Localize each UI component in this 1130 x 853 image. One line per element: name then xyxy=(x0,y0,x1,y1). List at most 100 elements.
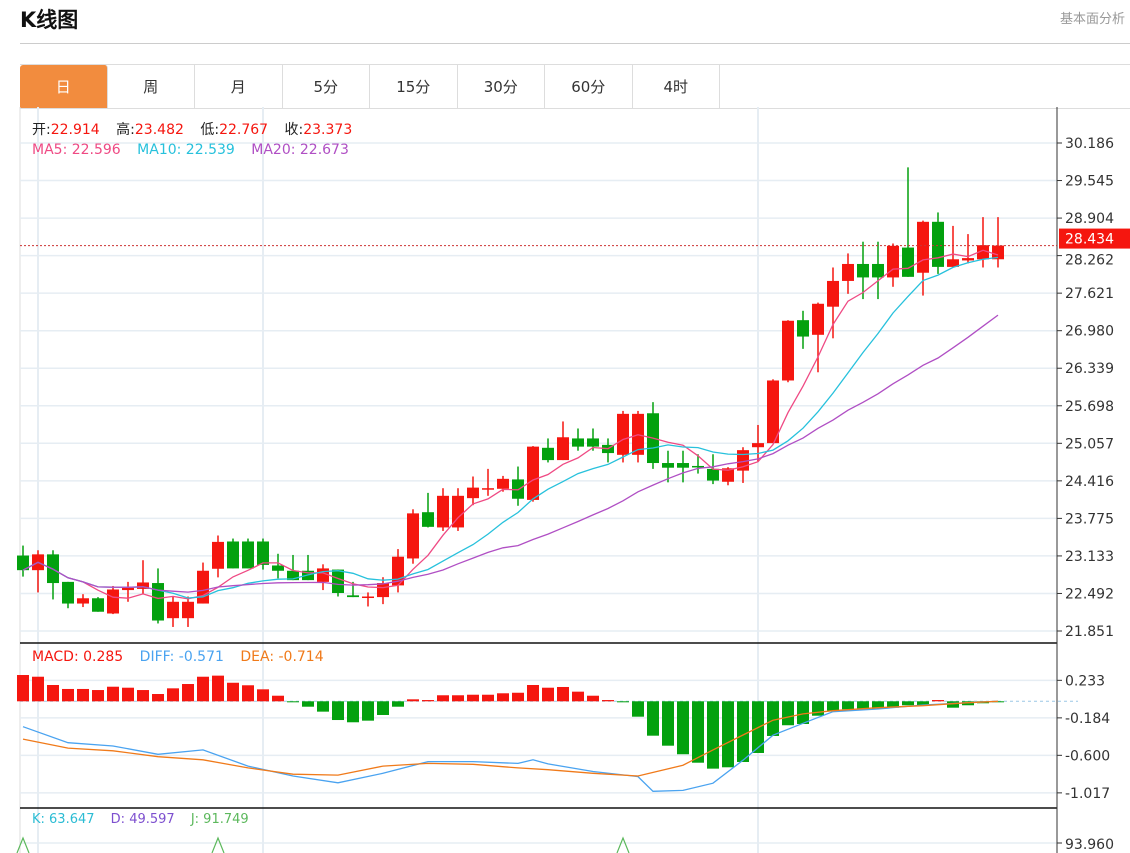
macd-bar-positive xyxy=(572,691,584,702)
candle-up xyxy=(812,303,824,335)
d-value: D: 49.597 xyxy=(110,812,175,827)
price-tick-label: 28.904 xyxy=(1065,211,1114,227)
candle-up xyxy=(782,320,794,381)
dea-value: DEA: -0.714 xyxy=(240,649,324,665)
macd-bar-positive xyxy=(602,700,614,702)
candle-down xyxy=(692,465,704,468)
macd-bar-negative xyxy=(947,701,959,708)
macd-bar-negative xyxy=(317,701,329,712)
tab-15min[interactable]: 15分 xyxy=(370,65,458,108)
candle-up xyxy=(947,259,959,267)
candle-up xyxy=(977,245,989,260)
candle-up xyxy=(197,570,209,604)
macd-bar-positive xyxy=(152,694,164,702)
price-tick-label: 29.545 xyxy=(1065,174,1114,190)
last-price-badge xyxy=(1059,228,1130,249)
candle-down xyxy=(677,463,689,468)
j-line-peak xyxy=(616,836,630,853)
candle-down xyxy=(932,221,944,267)
candle-up xyxy=(617,413,629,455)
candle-down xyxy=(347,595,359,598)
macd-bar-positive xyxy=(257,689,269,702)
macd-bar-positive xyxy=(512,692,524,702)
macd-bar-negative xyxy=(302,701,314,707)
ma10-line xyxy=(22,256,999,599)
macd-bar-negative xyxy=(377,701,389,715)
tab-day[interactable]: 日 xyxy=(20,65,108,108)
macd-bar-positive xyxy=(557,686,569,702)
candle-down xyxy=(422,512,434,527)
macd-bar-negative xyxy=(392,701,404,707)
macd-bar-positive xyxy=(932,700,944,702)
candle-up xyxy=(437,495,449,528)
price-tick-label: 26.339 xyxy=(1065,361,1114,377)
candle-down xyxy=(902,247,914,277)
macd-bar-negative xyxy=(767,701,779,736)
candle-down xyxy=(92,598,104,612)
macd-bar-negative xyxy=(842,701,854,710)
candle-up xyxy=(362,596,374,599)
high-value: 23.482 xyxy=(134,122,184,138)
fundamental-analysis-link[interactable]: 基本面分析 xyxy=(1060,12,1126,27)
candle-up xyxy=(827,280,839,307)
candle-down xyxy=(227,541,239,569)
candle-up xyxy=(527,446,539,500)
tab-60min[interactable]: 60分 xyxy=(545,65,633,108)
candle-up xyxy=(962,258,974,261)
macd-bar-positive xyxy=(422,700,434,702)
macd-bar-negative xyxy=(692,701,704,763)
candle-up xyxy=(167,601,179,619)
candle-up xyxy=(182,601,194,619)
candle-up xyxy=(212,541,224,569)
macd-bar-negative xyxy=(737,701,749,762)
candle-down xyxy=(272,565,284,571)
candle-up xyxy=(767,380,779,444)
tab-4hour[interactable]: 4时 xyxy=(633,65,720,108)
candle-down xyxy=(152,583,164,621)
tab-week[interactable]: 周 xyxy=(108,65,195,108)
candle-up xyxy=(407,513,419,559)
macd-bar-negative xyxy=(617,701,629,703)
candle-up xyxy=(77,598,89,604)
price-tick-label: 26.980 xyxy=(1065,324,1114,340)
macd-bar-negative xyxy=(677,701,689,755)
price-tick-label: 28.262 xyxy=(1065,253,1114,269)
macd-bar-positive xyxy=(242,685,254,702)
page-title: K线图 xyxy=(20,8,79,32)
macd-tick-label: 0.233 xyxy=(1065,673,1105,689)
tab-5min[interactable]: 5分 xyxy=(283,65,370,108)
candle-down xyxy=(872,263,884,278)
price-tick-label: 30.186 xyxy=(1065,136,1114,152)
candle-down xyxy=(857,263,869,278)
macd-bar-negative xyxy=(872,701,884,709)
macd-bar-positive xyxy=(542,687,554,702)
candle-down xyxy=(797,320,809,337)
candle-up xyxy=(842,263,854,281)
macd-bar-positive xyxy=(227,682,239,702)
macd-bar-positive xyxy=(437,695,449,702)
macd-bar-negative xyxy=(782,701,794,726)
candle-down xyxy=(332,569,344,594)
price-tick-label: 23.775 xyxy=(1065,511,1114,527)
candle-up xyxy=(722,468,734,482)
k-value: K: 63.647 xyxy=(32,812,95,827)
price-tick-label: 23.133 xyxy=(1065,549,1114,565)
macd-bar-negative xyxy=(662,701,674,746)
ma-legend: MA5: 22.596 MA10: 22.539 MA20: 22.673 xyxy=(32,142,361,158)
macd-bar-negative xyxy=(857,701,869,710)
macd-bar-negative xyxy=(722,701,734,768)
tab-30min[interactable]: 30分 xyxy=(458,65,545,108)
kdj-tick-label: 93.960 xyxy=(1065,837,1114,853)
candle-down xyxy=(17,555,29,571)
macd-bar-positive xyxy=(272,695,284,702)
close-label: 收: xyxy=(284,122,304,138)
tab-month[interactable]: 月 xyxy=(195,65,283,108)
macd-tick-label: -0.184 xyxy=(1065,711,1110,727)
macd-bar-negative xyxy=(647,701,659,736)
candle-down xyxy=(662,463,674,468)
price-tick-label: 24.416 xyxy=(1065,474,1114,490)
diff-line xyxy=(22,700,999,792)
macd-legend: MACD: 0.285 DIFF: -0.571 DEA: -0.714 xyxy=(32,649,336,665)
dea-line xyxy=(22,700,999,777)
